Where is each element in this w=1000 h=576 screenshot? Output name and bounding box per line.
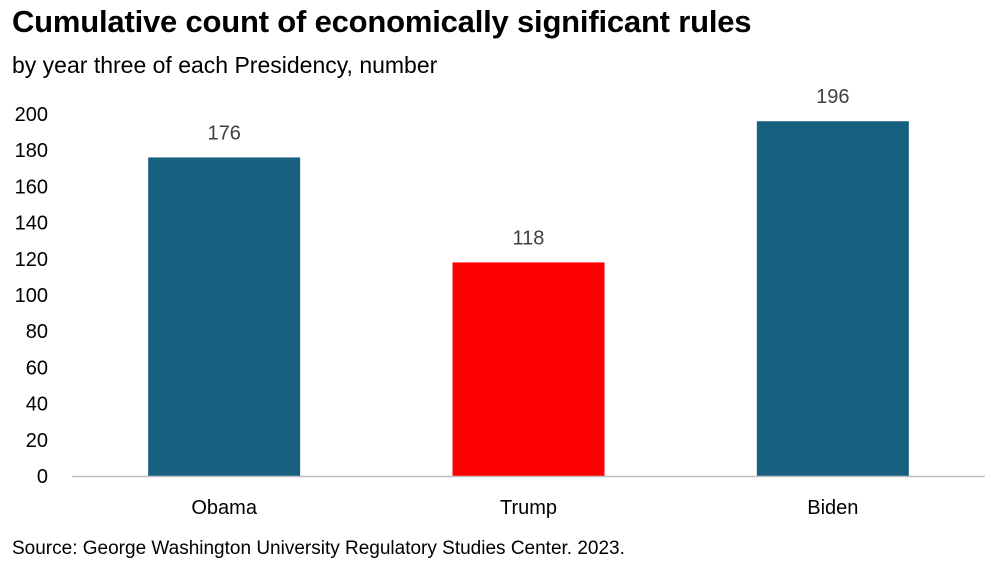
bar-trump xyxy=(452,262,605,476)
y-tick-label: 180 xyxy=(15,140,48,162)
x-tick-label-trump: Trump xyxy=(500,497,557,519)
y-tick-label: 60 xyxy=(26,357,48,379)
bar-biden xyxy=(756,121,909,477)
y-tick-label: 120 xyxy=(15,249,48,271)
y-tick-label: 40 xyxy=(26,394,48,416)
data-label-obama: 176 xyxy=(207,122,240,144)
chart-title: Cumulative count of economically signifi… xyxy=(12,4,752,39)
y-tick-label: 20 xyxy=(26,430,48,452)
y-tick-label: 200 xyxy=(15,104,48,126)
chart-subtitle: by year three of each Presidency, number xyxy=(12,52,438,78)
y-tick-label: 100 xyxy=(15,285,48,307)
source-note: Source: George Washington University Reg… xyxy=(12,538,625,559)
x-tick-label-obama: Obama xyxy=(191,497,257,519)
x-tick-label-biden: Biden xyxy=(807,497,858,519)
y-tick-label: 0 xyxy=(37,466,48,488)
y-tick-label: 160 xyxy=(15,176,48,198)
y-tick-label: 140 xyxy=(15,213,48,235)
data-label-biden: 196 xyxy=(816,86,849,108)
bar-obama xyxy=(148,157,301,476)
y-tick-label: 80 xyxy=(26,321,48,343)
data-label-trump: 118 xyxy=(513,227,545,249)
